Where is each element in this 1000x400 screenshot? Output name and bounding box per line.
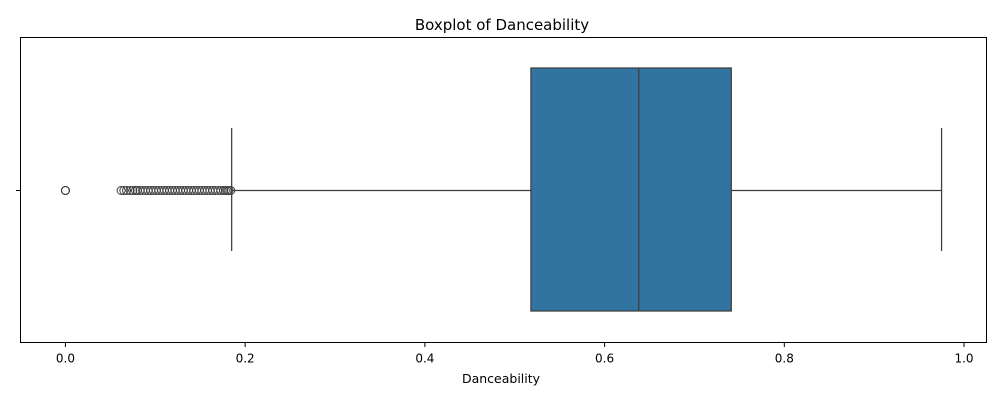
x-tick-label: 1.0 xyxy=(954,352,973,366)
x-tick-label: 0.8 xyxy=(775,352,794,366)
chart-title: Boxplot of Danceability xyxy=(415,16,589,34)
x-tick-label: 0.4 xyxy=(415,352,434,366)
x-tick-label: 0.6 xyxy=(595,352,614,366)
outlier-point xyxy=(60,186,70,195)
interquartile-box xyxy=(530,67,732,312)
outlier-point xyxy=(116,186,126,195)
outlier-point xyxy=(125,186,135,195)
x-axis-label: Danceability xyxy=(462,371,541,386)
x-tick-label: 0.0 xyxy=(56,352,75,366)
outlier-point xyxy=(226,186,236,195)
outlier-point xyxy=(119,186,129,195)
boxplot-group xyxy=(60,67,943,312)
outlier-point xyxy=(122,186,132,195)
x-tick-label: 0.2 xyxy=(236,352,255,366)
outlier-point xyxy=(128,186,138,195)
outlier-point xyxy=(213,186,223,195)
x-axis-ticks: 0.0 0.2 0.4 0.6 0.8 1.0 xyxy=(56,342,974,366)
